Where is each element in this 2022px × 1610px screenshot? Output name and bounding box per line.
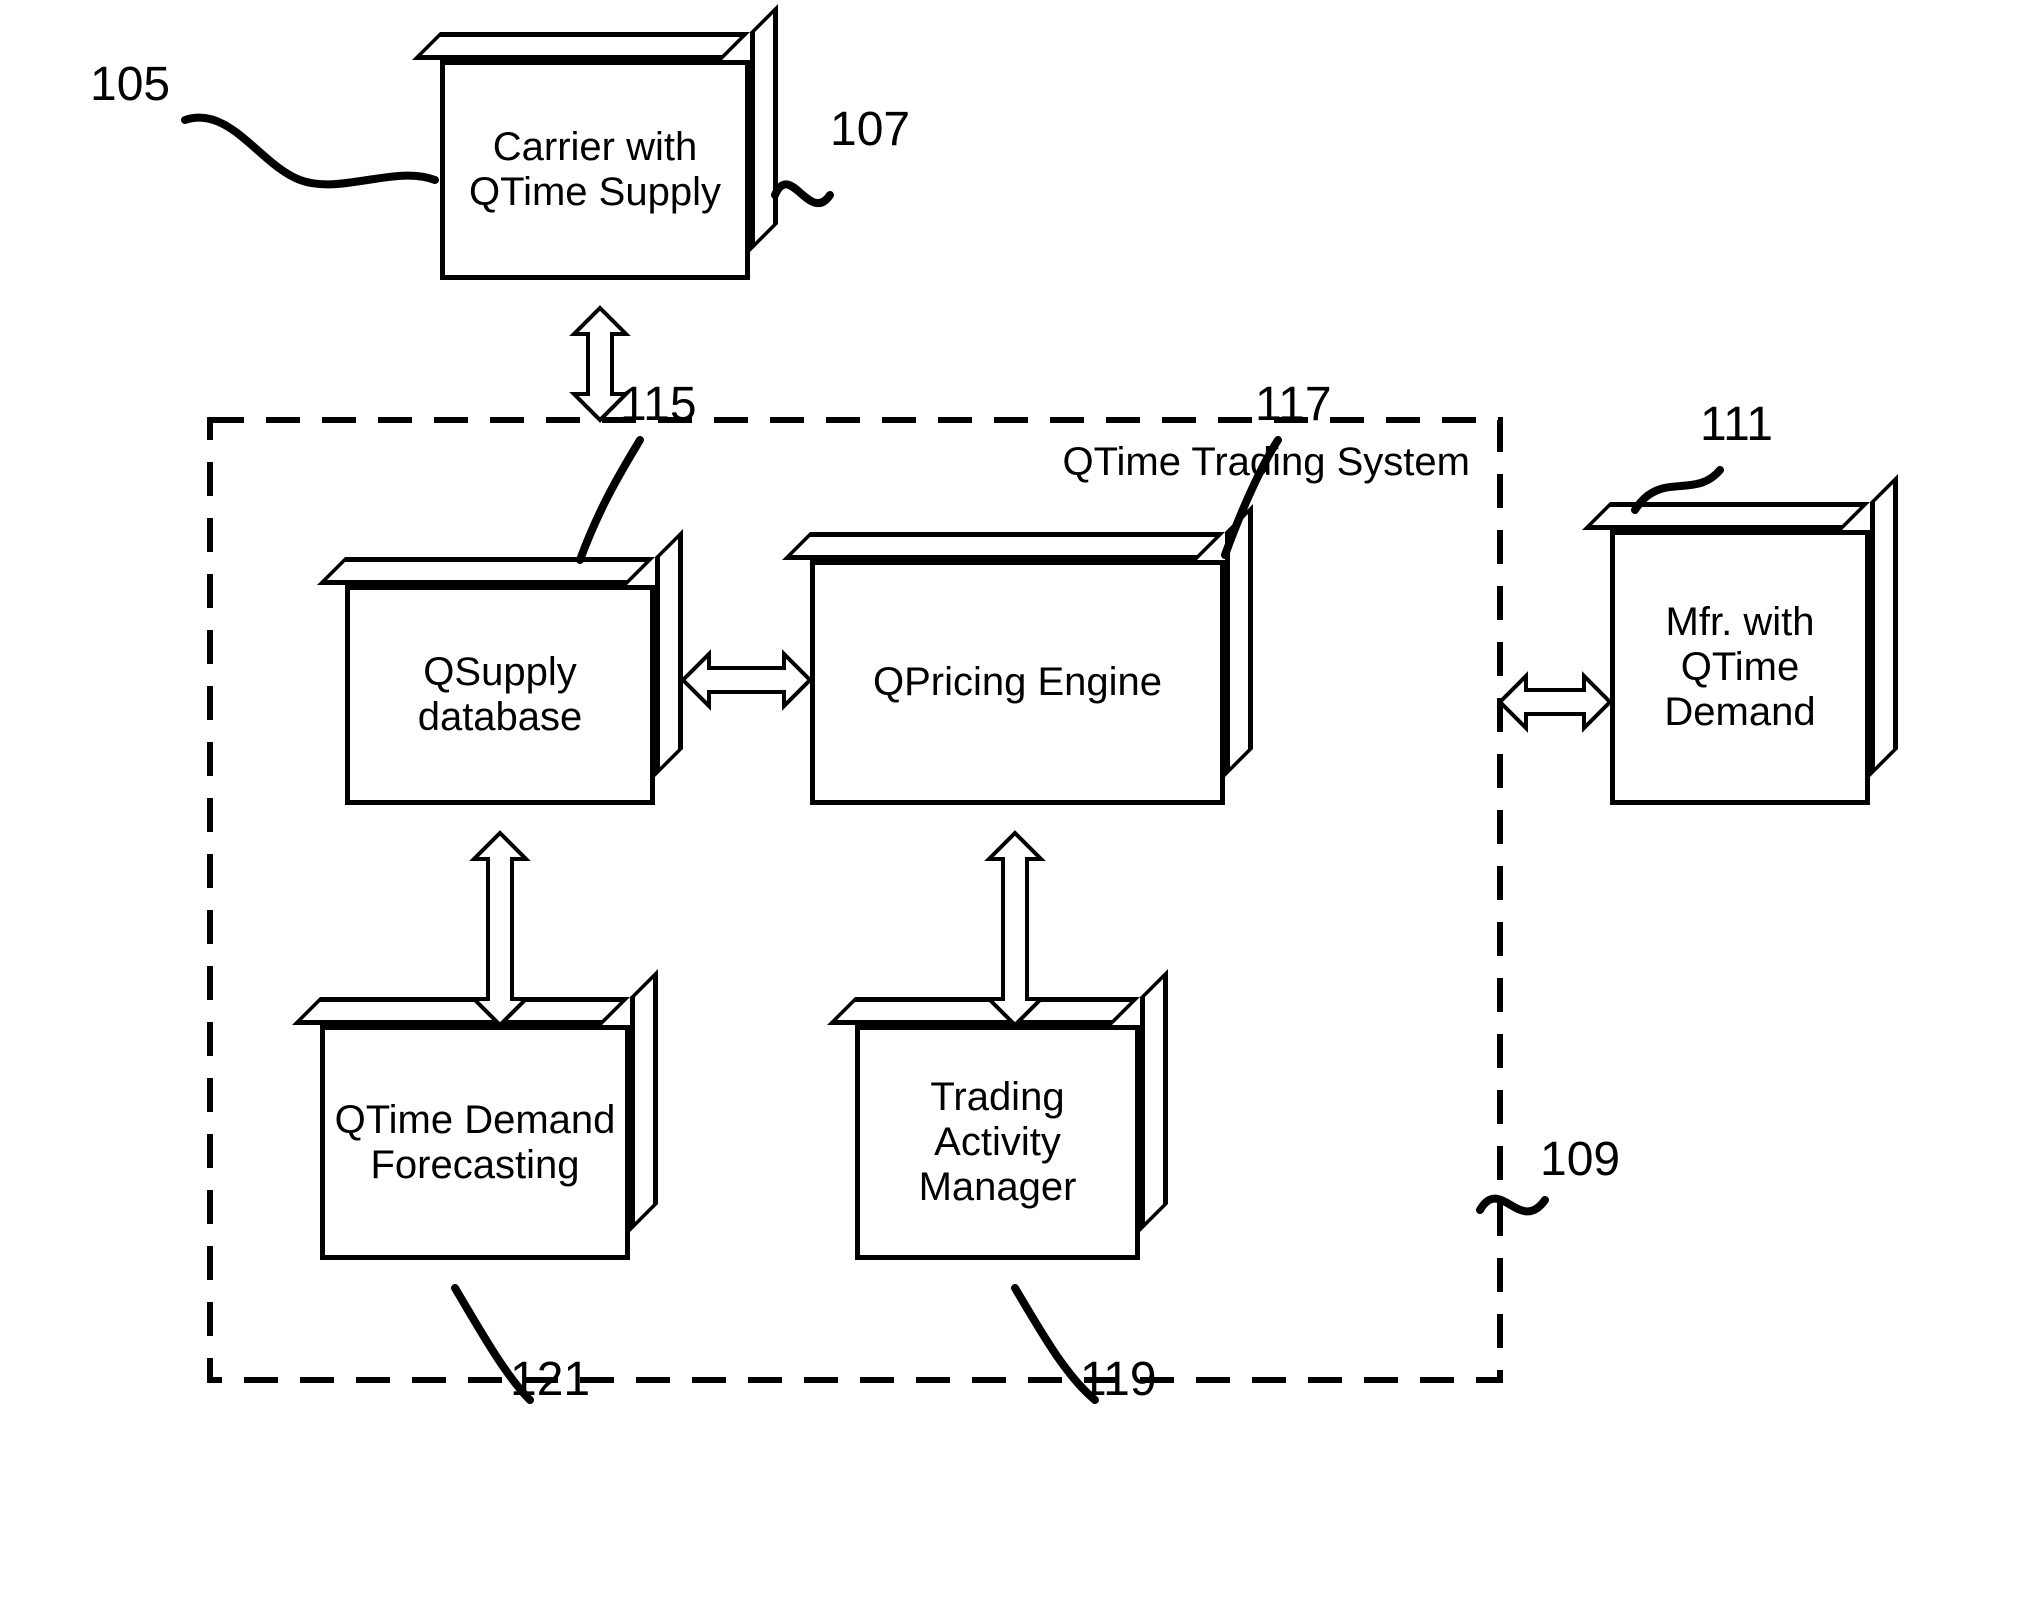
arrow-qpricing-mfr	[1500, 676, 1610, 728]
node-forecast: QTime Demand Forecasting	[320, 997, 658, 1260]
node-qpricing: QPricing Engine	[810, 532, 1253, 805]
leader-sq115	[580, 440, 640, 560]
node-trading-label: Trading Activity Manager	[855, 1025, 1140, 1260]
leader-sq105	[185, 118, 435, 185]
ref-label-109: 109	[1540, 1133, 1620, 1186]
leader-sq109	[1480, 1199, 1545, 1212]
leader-sq107	[775, 184, 830, 203]
node-trading: Trading Activity Manager	[855, 997, 1168, 1260]
node-carrier-label: Carrier with QTime Supply	[440, 60, 750, 280]
ref-label-119: 119	[1080, 1353, 1157, 1406]
leader-sq121	[455, 1288, 530, 1400]
node-mfr: Mfr. with QTime Demand	[1610, 502, 1898, 805]
node-qsupply: QSupply database	[345, 557, 683, 805]
ref-label-117: 117	[1255, 378, 1332, 431]
leader-sq119	[1015, 1288, 1095, 1400]
node-qsupply-label: QSupply database	[345, 585, 655, 805]
ref-label-115: 115	[620, 378, 697, 431]
node-mfr-label: Mfr. with QTime Demand	[1610, 530, 1870, 805]
ref-label-111: 111	[1700, 398, 1773, 451]
system-title: QTime Trading System	[1062, 440, 1470, 484]
node-carrier: Carrier with QTime Supply	[440, 32, 778, 280]
node-forecast-label: QTime Demand Forecasting	[320, 1025, 630, 1260]
node-qpricing-label: QPricing Engine	[810, 560, 1225, 805]
ref-label-121: 121	[510, 1353, 590, 1406]
ref-label-107: 107	[830, 103, 910, 156]
diagram-overlay: QTime Trading System 105 107 115 117 111 109 12…	[0, 0, 2022, 1610]
arrow-qsupply-qpricing	[683, 654, 810, 706]
arrow-carrier-system	[574, 308, 626, 420]
ref-label-105: 105	[90, 58, 170, 111]
